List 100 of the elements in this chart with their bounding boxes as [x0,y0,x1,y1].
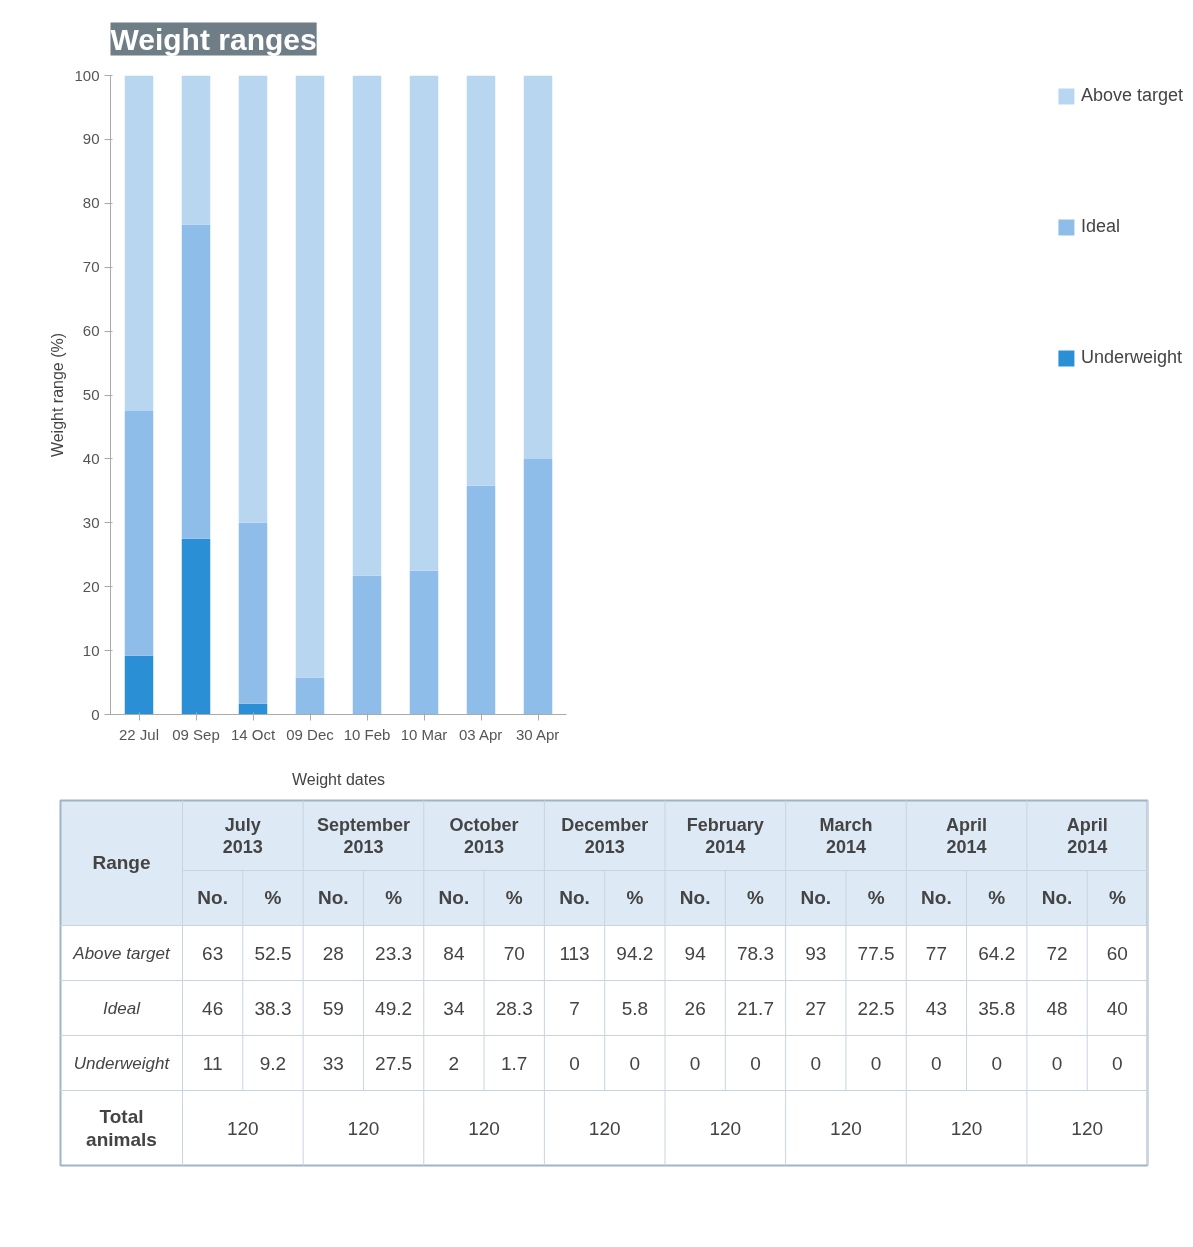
data-label: 46 [202,997,224,1019]
data-label: 48 [1046,997,1068,1019]
data-label: 0 [689,1052,701,1074]
data-label: 77.5 [857,942,895,964]
category-label: July 2013 [222,814,263,857]
x-tick-label: 22 Jul [118,725,160,743]
data-label: 0 [629,1052,641,1074]
y-tick-label: 90 [82,130,100,148]
text: 120 [588,1117,621,1139]
bar [466,75,496,486]
data-label: 21.7 [736,997,774,1019]
bar [238,522,268,704]
bar [181,224,211,539]
data-label: 52.5 [254,942,292,964]
bar [124,655,154,715]
category-label: March 2014 [819,814,873,857]
text: No. [921,887,952,908]
data-label: 26 [684,997,706,1019]
bar [181,75,211,225]
data-label: 28.3 [495,997,533,1019]
data-label: 94.2 [616,942,654,964]
category-label: February 2014 [686,814,764,857]
data-label: 59 [322,997,344,1019]
data-label: 64.2 [978,942,1016,964]
text: 120 [830,1117,862,1139]
x-tick-label: 10 Feb [343,725,391,743]
text: No. [800,887,832,908]
data-label: 9.2 [259,1052,287,1074]
data-label: 34 [443,997,465,1019]
category-label: April 2014 [1066,814,1108,857]
bar [238,75,268,523]
y-axis-title: Weight range (%) [49,332,67,458]
data-label: 0 [931,1052,942,1074]
x-tick-label: 09 Sep [172,725,220,743]
data-label: 63 [202,942,224,964]
data-label: 94 [684,942,707,964]
text: % [385,887,403,908]
text: % [264,887,282,908]
bar [124,410,154,656]
bar [295,677,325,715]
data-label: 0 [1051,1052,1063,1074]
text: Range [92,852,151,873]
text: No. [559,887,590,908]
data-label: 27 [805,997,827,1019]
category-label: December 2013 [561,814,649,857]
text: % [747,887,764,908]
text: 120 [226,1117,259,1139]
y-tick-label: 40 [82,449,100,467]
y-tick-label: 70 [82,258,100,276]
data-label: 38.3 [254,997,292,1019]
y-tick-label: 20 [82,577,100,595]
text: No. [438,887,470,908]
data-label: 23.3 [375,942,413,964]
data-label: 27.5 [375,1052,413,1074]
data-label: 5.8 [621,997,649,1019]
text: 120 [950,1117,983,1139]
x-tick-label: 03 Apr [458,725,503,743]
data-label: 0 [750,1052,761,1074]
y-tick-label: 50 [82,386,100,403]
series-label: Above target [72,943,171,963]
data-label: 0 [810,1052,822,1074]
text: Ideal [103,998,142,1018]
bar [124,75,154,411]
data-label: 78.3 [736,942,774,964]
bar [409,570,439,715]
data-label: 2 [448,1052,460,1074]
y-tick-label: 100 [74,66,100,84]
bar [238,703,268,715]
x-tick-label: 14 Oct [230,725,276,743]
data-label: 49.2 [375,997,413,1019]
text: % [505,887,523,908]
y-tick-label: 0 [91,705,100,723]
text: % [988,887,1006,908]
bar [352,75,382,576]
data-label: 0 [569,1052,580,1074]
x-tick-label: 30 Apr [515,725,560,743]
text: 120 [1071,1117,1104,1139]
bar [295,75,325,678]
text: No. [317,887,349,908]
category-label: September 2013 [316,814,410,857]
data-label: 33 [322,1052,344,1074]
bar [409,75,439,571]
legend-label: Ideal [1080,216,1120,237]
data-label: 35.8 [978,997,1016,1019]
text: % [1108,887,1126,908]
text: 120 [709,1117,742,1139]
data-label: 0 [1112,1052,1123,1074]
text: Underweight [73,1053,171,1073]
data-label: 43 [925,997,947,1019]
category-label: April 2014 [946,814,988,857]
data-label: 84 [443,942,465,964]
text: Total animals [86,1105,157,1151]
legend-label: Underweight [1080,347,1182,368]
y-tick-label: 80 [82,194,100,212]
text: 120 [347,1117,380,1139]
text: No. [197,887,228,908]
bar [181,538,211,715]
data-label: 70 [503,942,525,964]
bar [523,458,553,715]
data-label: 40 [1106,997,1128,1019]
